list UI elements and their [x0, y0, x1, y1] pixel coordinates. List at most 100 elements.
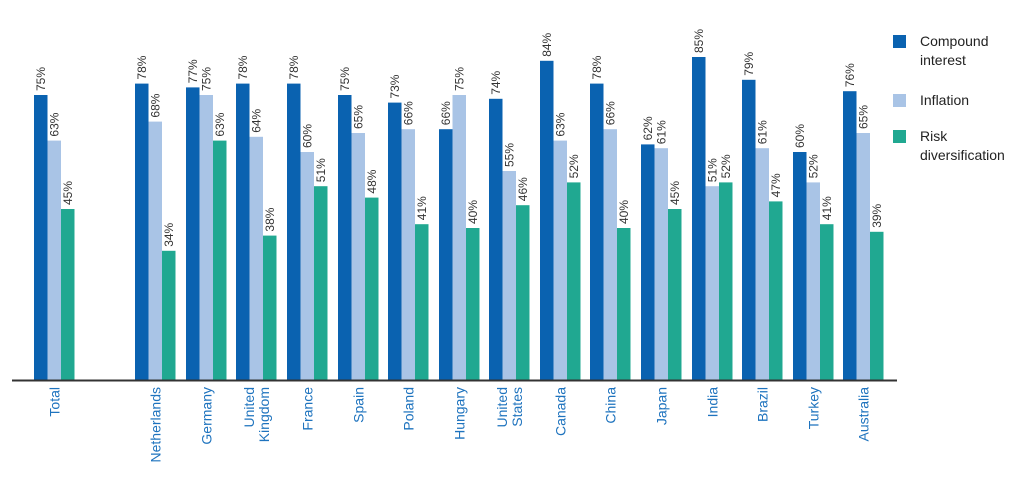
bar-france-inflation — [300, 152, 314, 380]
category-label-turkey: Turkey — [805, 387, 821, 429]
legend-label-risk-diversification: Risk diversification — [920, 128, 1005, 163]
category-label-poland: Poland — [400, 387, 416, 431]
value-label-germany-compound-interest: 77% — [186, 59, 200, 83]
value-label-germany-risk-diversification: 63% — [213, 112, 227, 136]
bar-france-compound-interest — [287, 83, 301, 380]
value-label-australia-risk-diversification: 39% — [870, 203, 884, 227]
value-label-australia-inflation: 65% — [856, 105, 870, 129]
value-label-france-inflation: 60% — [300, 124, 314, 148]
bar-poland-inflation — [401, 129, 415, 380]
bar-total-inflation — [47, 140, 61, 380]
bar-united-states-compound-interest — [489, 98, 503, 381]
value-label-india-risk-diversification: 52% — [719, 154, 733, 178]
value-label-germany-inflation: 75% — [199, 67, 213, 91]
value-label-australia-compound-interest: 76% — [843, 63, 857, 87]
value-label-netherlands-compound-interest: 78% — [135, 55, 149, 79]
value-label-spain-compound-interest: 75% — [338, 67, 352, 91]
bar-netherlands-compound-interest — [135, 83, 149, 380]
value-label-netherlands-risk-diversification: 34% — [162, 222, 176, 246]
legend-item-inflation: Inflation — [893, 91, 969, 110]
value-label-hungary-inflation: 75% — [452, 67, 466, 91]
category-label-united-states: UnitedStates — [494, 387, 525, 427]
value-label-japan-inflation: 61% — [654, 120, 668, 144]
value-label-poland-inflation: 66% — [401, 101, 415, 125]
legend-item-risk-diversification: Risk diversification — [893, 127, 1005, 165]
bar-china-compound-interest — [590, 83, 604, 380]
value-label-france-compound-interest: 78% — [287, 55, 301, 79]
value-label-total-compound-interest: 75% — [34, 67, 48, 91]
value-label-canada-inflation: 63% — [553, 112, 567, 136]
bar-germany-inflation — [199, 95, 213, 380]
bar-united-kingdom-risk-diversification — [263, 235, 277, 380]
bar-poland-compound-interest — [388, 102, 402, 380]
bar-spain-compound-interest — [338, 95, 352, 380]
bar-japan-compound-interest — [641, 144, 655, 380]
value-label-brazil-compound-interest: 79% — [742, 51, 756, 75]
category-label-germany: Germany — [198, 387, 214, 445]
value-label-turkey-inflation: 52% — [806, 154, 820, 178]
value-label-japan-compound-interest: 62% — [641, 116, 655, 140]
bar-turkey-compound-interest — [793, 152, 807, 380]
bar-germany-risk-diversification — [213, 140, 227, 380]
value-label-spain-inflation: 65% — [351, 105, 365, 129]
bar-canada-inflation — [553, 140, 567, 380]
bar-france-risk-diversification — [314, 186, 328, 380]
bar-canada-risk-diversification — [567, 182, 581, 380]
value-label-poland-risk-diversification: 41% — [415, 196, 429, 220]
bar-hungary-compound-interest — [439, 129, 453, 380]
bar-australia-risk-diversification — [870, 231, 884, 380]
value-label-china-inflation: 66% — [603, 101, 617, 125]
value-label-poland-compound-interest: 73% — [388, 74, 402, 98]
bar-india-compound-interest — [692, 57, 706, 380]
bar-turkey-inflation — [806, 182, 820, 380]
value-label-france-risk-diversification: 51% — [314, 158, 328, 182]
bar-china-inflation — [603, 129, 617, 380]
legend-swatch-compound-interest — [893, 35, 906, 48]
value-label-hungary-compound-interest: 66% — [439, 101, 453, 125]
category-label-australia: Australia — [855, 387, 871, 442]
value-label-china-risk-diversification: 40% — [617, 200, 631, 224]
value-label-brazil-inflation: 61% — [755, 120, 769, 144]
bar-turkey-risk-diversification — [820, 224, 834, 380]
legend-item-compound-interest: Compound interest — [893, 32, 989, 70]
value-label-united-kingdom-risk-diversification: 38% — [263, 207, 277, 231]
bars-layer — [34, 57, 884, 381]
bar-spain-inflation — [351, 133, 365, 380]
bar-united-kingdom-inflation — [249, 136, 263, 380]
category-label-netherlands: Netherlands — [147, 387, 163, 463]
value-label-hungary-risk-diversification: 40% — [466, 200, 480, 224]
value-label-china-compound-interest: 78% — [590, 55, 604, 79]
value-labels-layer: 75%63%45%78%68%34%77% 75%63%78%64%38%78%6… — [34, 29, 884, 247]
bar-poland-risk-diversification — [415, 224, 429, 380]
value-label-turkey-risk-diversification: 41% — [820, 196, 834, 220]
bar-japan-risk-diversification — [668, 209, 682, 380]
category-label-spain: Spain — [350, 387, 366, 423]
category-label-united-kingdom: UnitedKingdom — [241, 387, 272, 442]
legend-label-inflation: Inflation — [920, 92, 970, 108]
legend-swatch-inflation — [893, 94, 906, 107]
bar-total-risk-diversification — [61, 209, 75, 380]
bar-netherlands-inflation — [148, 121, 162, 380]
bar-brazil-risk-diversification — [769, 201, 783, 380]
value-label-united-kingdom-inflation: 64% — [249, 108, 263, 132]
legend-swatch-risk-diversification — [893, 130, 906, 143]
bar-australia-inflation — [856, 133, 870, 380]
value-label-india-inflation: 51% — [705, 158, 719, 182]
bar-india-inflation — [705, 186, 719, 380]
bar-australia-compound-interest — [843, 91, 857, 380]
value-label-turkey-compound-interest: 60% — [793, 124, 807, 148]
bar-spain-risk-diversification — [365, 197, 379, 380]
category-label-brazil: Brazil — [754, 387, 770, 422]
value-label-india-compound-interest: 85% — [692, 29, 706, 53]
value-label-united-states-inflation: 55% — [502, 143, 516, 167]
bar-china-risk-diversification — [617, 228, 631, 380]
value-label-united-states-compound-interest: 74% — [489, 70, 503, 94]
bar-canada-compound-interest — [540, 60, 554, 381]
value-label-spain-risk-diversification: 48% — [365, 169, 379, 193]
value-label-canada-risk-diversification: 52% — [567, 154, 581, 178]
bar-brazil-inflation — [755, 148, 769, 380]
category-label-total: Total — [46, 387, 62, 417]
value-label-canada-compound-interest: 84% — [540, 32, 554, 56]
bar-hungary-inflation — [452, 95, 466, 380]
